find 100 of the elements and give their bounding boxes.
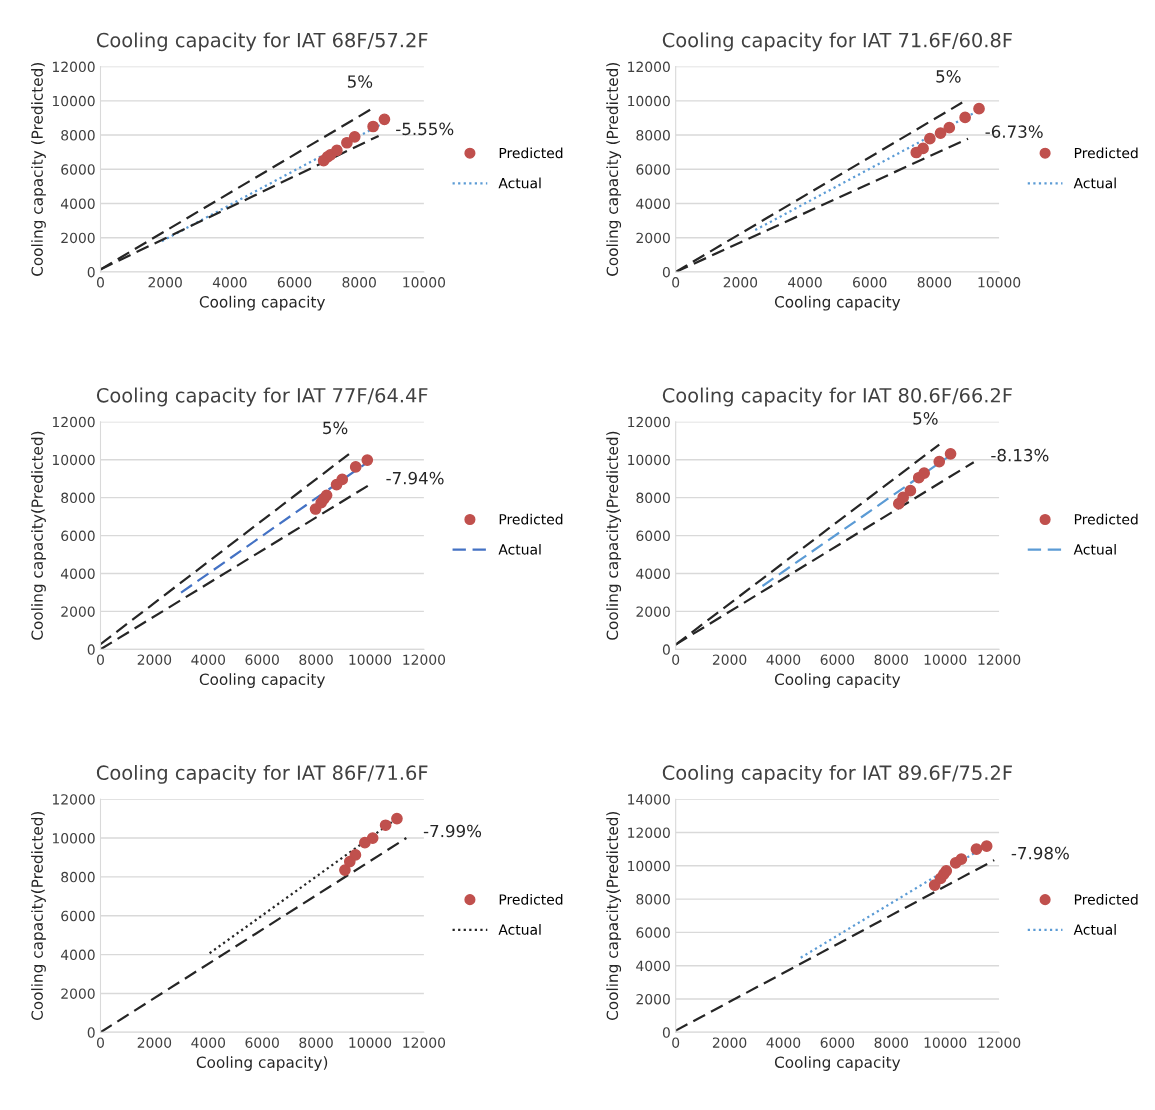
x-tick-label: 2000	[137, 1037, 172, 1048]
y-tick-label: 10000	[628, 95, 670, 107]
y-tick-label: 0	[662, 266, 670, 278]
y-axis-title: Cooling capacity(Predicted)	[31, 811, 46, 1021]
x-tick-label: 2000	[137, 654, 172, 665]
y-tick-label: 10000	[628, 860, 670, 872]
y-tick-label: 2000	[636, 993, 670, 1005]
annotation: -5.55%	[396, 122, 454, 136]
y-tick-label: 0	[87, 266, 95, 278]
y-tick-label: 6000	[636, 927, 670, 938]
x-tick-label: 4000	[191, 654, 226, 665]
x-tick-label: 10000	[349, 1037, 392, 1048]
x-tick-label: 2000	[712, 654, 747, 665]
x-axis-title: Cooling capacity	[774, 1056, 901, 1071]
y-tick-label: 8000	[61, 130, 95, 141]
x-tick-label: 0	[672, 1037, 680, 1048]
x-axis-title: Cooling capacity	[199, 295, 326, 311]
x-tick-label: 0	[96, 654, 104, 665]
annotation: -7.98%	[1011, 846, 1069, 860]
x-tick-label: 12000	[403, 654, 446, 665]
y-tick-label: 6000	[61, 910, 95, 922]
legend-label: Actual	[1073, 543, 1116, 555]
y-axis-title: Cooling capacity (Predicted)	[606, 63, 622, 276]
chart-title: Cooling capacity for IAT 89.6F/75.2F	[662, 764, 1012, 784]
x-tick-label: 10000	[924, 1037, 967, 1048]
legend-label: Predicted	[1074, 513, 1138, 525]
x-tick-label: 4000	[212, 277, 247, 288]
x-axis-title: Cooling capacity	[199, 673, 326, 688]
x-tick-label: 8000	[874, 654, 909, 665]
chart-title: Cooling capacity for IAT 71.6F/60.8F	[662, 32, 1012, 52]
y-tick-label: 12000	[52, 416, 95, 428]
y-tick-label: 12000	[52, 61, 95, 73]
x-tick-label: 0	[672, 277, 680, 288]
y-tick-label: 0	[87, 644, 95, 655]
chart-title: Cooling capacity for IAT 86F/71.6F	[96, 764, 428, 784]
x-tick-label: 8000	[342, 277, 376, 288]
annotation: 5%	[347, 75, 373, 88]
annotation: 5%	[913, 412, 938, 425]
annotation: -6.73%	[985, 125, 1043, 138]
y-tick-label: 10000	[628, 454, 670, 466]
y-tick-label: 4000	[636, 198, 670, 209]
x-tick-label: 10000	[924, 654, 967, 665]
chart-title: Cooling capacity for IAT 68F/57.2F	[96, 32, 428, 52]
y-tick-label: 0	[662, 644, 670, 655]
legend-label: Actual	[498, 543, 541, 555]
y-tick-label: 2000	[636, 232, 670, 244]
x-tick-label: 4000	[191, 1037, 226, 1048]
y-tick-label: 10000	[52, 833, 95, 844]
y-axis-title: Cooling capacity(Predicted)	[606, 431, 622, 640]
y-tick-label: 0	[662, 1027, 670, 1038]
y-tick-label: 12000	[628, 827, 670, 838]
y-tick-label: 8000	[636, 894, 670, 905]
y-tick-label: 4000	[60, 568, 95, 579]
x-tick-label: 8000	[917, 277, 952, 288]
x-tick-label: 2000	[723, 277, 758, 288]
y-axis-title: Cooling capacity(Predicted)	[31, 431, 46, 640]
x-tick-label: 8000	[874, 1037, 909, 1048]
y-tick-label: 6000	[636, 164, 670, 175]
y-tick-label: 6000	[61, 164, 95, 175]
x-axis-title: Cooling capacity	[774, 673, 901, 688]
y-tick-label: 0	[87, 1027, 95, 1038]
x-tick-label: 12000	[978, 654, 1021, 665]
legend-label: Actual	[498, 177, 541, 189]
x-tick-label: 6000	[820, 1037, 855, 1048]
x-tick-label: 4000	[788, 277, 822, 288]
legend-label: Actual	[1073, 924, 1116, 935]
annotation: 5%	[323, 421, 348, 435]
y-axis-title: Cooling capacity(Predicted)	[606, 811, 622, 1021]
y-tick-label: 8000	[636, 130, 670, 141]
legend-label: Predicted	[1074, 893, 1138, 905]
y-tick-label: 4000	[636, 568, 670, 579]
x-axis-title: Cooling capacity)	[196, 1056, 328, 1071]
y-tick-label: 8000	[636, 492, 670, 504]
legend-label: Actual	[498, 924, 541, 935]
legend-label: Predicted	[499, 147, 563, 159]
x-tick-label: 2000	[148, 277, 182, 288]
y-tick-label: 2000	[61, 988, 95, 999]
annotation: -7.94%	[386, 471, 444, 485]
annotation: -8.13%	[991, 448, 1049, 462]
x-tick-label: 0	[96, 1037, 104, 1048]
y-axis-title: Cooling capacity (Predicted)	[31, 63, 46, 276]
x-tick-label: 12000	[403, 1037, 446, 1048]
x-tick-label: 6000	[853, 277, 887, 288]
x-tick-label: 12000	[978, 1037, 1021, 1048]
y-tick-label: 8000	[61, 492, 95, 504]
x-tick-label: 10000	[349, 654, 392, 665]
legend-label: Predicted	[499, 513, 563, 525]
annotation: 5%	[936, 70, 961, 83]
y-tick-label: 2000	[61, 606, 95, 617]
chart-title: Cooling capacity for IAT 77F/64.4F	[96, 387, 428, 407]
x-tick-label: 0	[672, 654, 680, 665]
x-tick-label: 6000	[820, 654, 855, 665]
x-tick-label: 10000	[403, 277, 446, 288]
y-tick-label: 2000	[636, 606, 670, 617]
x-tick-label: 8000	[299, 654, 333, 665]
y-tick-label: 12000	[628, 61, 670, 73]
chart-title: Cooling capacity for IAT 80.6F/66.2F	[662, 387, 1012, 407]
y-tick-label: 6000	[61, 530, 95, 542]
y-tick-label: 4000	[60, 949, 95, 961]
y-tick-label: 14000	[628, 794, 670, 805]
